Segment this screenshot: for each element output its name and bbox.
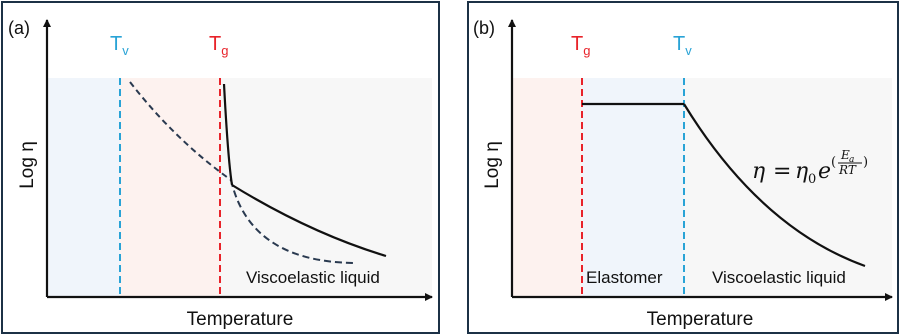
panel-a-label: (a) [8,18,30,38]
tg-label-b: Tg [571,33,590,58]
equation-base: η [795,159,808,184]
x-axis-label-b: Temperature [647,309,754,330]
x-axis-label-a: Temperature [187,309,294,330]
region-label-a-liquid: Viscoelastic liquid [246,268,380,287]
equation-exp-num: E [840,148,850,162]
region-a-above-tg [220,78,432,297]
viscosity-equation: η = η 0 e ( E a RT ) [752,148,868,187]
equation-eq: = [773,159,791,184]
region-b-elastomer [582,78,684,297]
equation-exp-den: RT [838,163,857,177]
equation-paren-close: ) [863,155,868,170]
tv-label-b: Tv [673,33,692,58]
decay-curve-b [683,103,866,268]
equation-paren-open: ( [831,155,836,170]
panel-a-frame [1,1,440,334]
y-axis-label-b: Log η [482,141,503,189]
region-a-between [120,78,220,297]
panel-a: (a) Log η Temperature Tv Tg Viscoelastic… [1,1,440,334]
tg-label-a: Tg [209,33,228,58]
equation-e: e [818,159,831,184]
solid-curve-a-steep [222,83,234,186]
panel-b-label: (b) [473,18,495,38]
region-label-b-elastomer: Elastomer [586,268,663,287]
y-axis-label-a: Log η [17,141,38,189]
panel-b-frame [467,1,899,334]
solid-curve-a-tail [231,184,387,258]
region-a-below-tv [47,78,120,297]
equation-exp-num-sub: a [849,155,854,165]
equation-base-sub: 0 [808,172,816,187]
equation-lhs: η [752,159,765,184]
region-b-below-tg [512,78,582,297]
dashed-curve-a-upper [129,81,232,181]
region-label-b-liquid: Viscoelastic liquid [712,268,846,287]
tv-label-a: Tv [110,33,129,58]
region-b-liquid [684,78,892,297]
panel-b: (b) Log η Temperature Tg Tv Elastomer Vi… [467,1,899,334]
